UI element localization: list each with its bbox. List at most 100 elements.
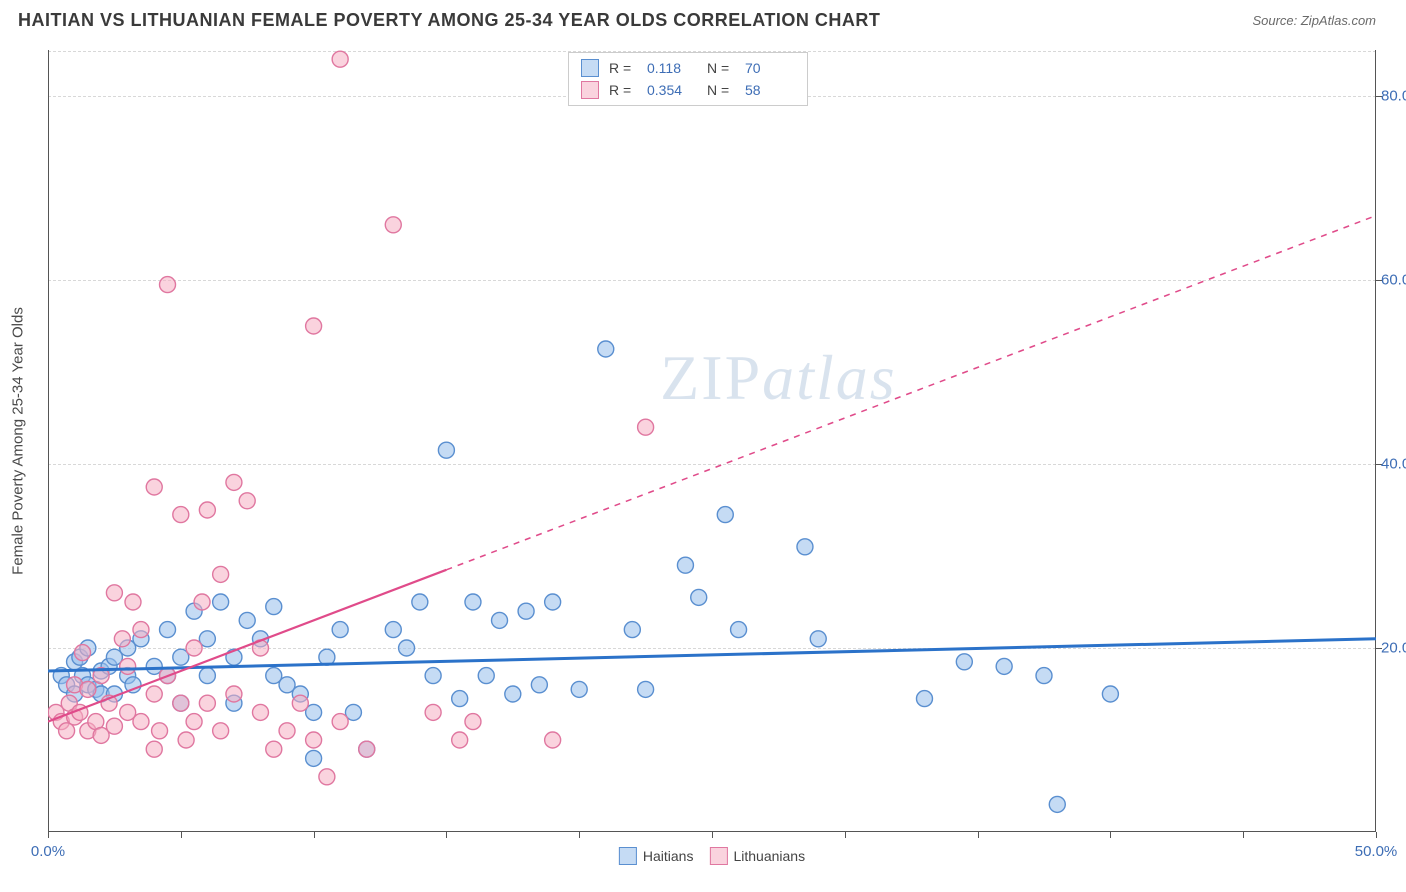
xtick: [1376, 832, 1377, 838]
data-point: [797, 539, 813, 555]
xtick: [978, 832, 979, 838]
data-point: [545, 732, 561, 748]
data-point: [332, 622, 348, 638]
legend-row-haitians: R = 0.118 N = 70: [581, 57, 795, 79]
legend-stats: R = 0.118 N = 70 R = 0.354 N = 58: [568, 52, 808, 106]
xtick: [314, 832, 315, 838]
xtick: [181, 832, 182, 838]
data-point: [319, 769, 335, 785]
data-point: [178, 732, 194, 748]
data-point: [252, 704, 268, 720]
data-point: [146, 741, 162, 757]
chart-source: Source: ZipAtlas.com: [1252, 13, 1376, 28]
r-value-lithuanians: 0.354: [647, 82, 697, 98]
data-point: [199, 502, 215, 518]
ytick-label: 80.0%: [1381, 88, 1406, 105]
data-point: [465, 714, 481, 730]
data-point: [518, 603, 534, 619]
swatch-lithuanians-b: [709, 847, 727, 865]
legend-series: Haitians Lithuanians: [619, 847, 805, 865]
data-point: [531, 677, 547, 693]
data-point: [146, 686, 162, 702]
ytick-label: 20.0%: [1381, 640, 1406, 657]
data-point: [80, 681, 96, 697]
r-label: R =: [609, 60, 637, 76]
data-point: [75, 645, 91, 661]
data-point: [1102, 686, 1118, 702]
data-point: [425, 704, 441, 720]
data-point: [152, 723, 168, 739]
data-point: [173, 507, 189, 523]
data-point: [412, 594, 428, 610]
xtick: [446, 832, 447, 838]
data-point: [956, 654, 972, 670]
data-point: [332, 714, 348, 730]
data-point: [492, 612, 508, 628]
data-point: [505, 686, 521, 702]
data-point: [266, 599, 282, 615]
legend-item-haitians: Haitians: [619, 847, 694, 865]
data-point: [598, 341, 614, 357]
data-point: [213, 566, 229, 582]
data-point: [452, 732, 468, 748]
data-point: [731, 622, 747, 638]
data-point: [106, 585, 122, 601]
n-label: N =: [707, 60, 735, 76]
r-label-2: R =: [609, 82, 637, 98]
data-point: [186, 640, 202, 656]
n-label-2: N =: [707, 82, 735, 98]
chart-header: HAITIAN VS LITHUANIAN FEMALE POVERTY AMO…: [0, 0, 1406, 36]
data-point: [465, 594, 481, 610]
swatch-lithuanians: [581, 81, 599, 99]
data-point: [114, 631, 130, 647]
trend-line-dashed: [446, 216, 1376, 570]
data-point: [810, 631, 826, 647]
data-point: [133, 622, 149, 638]
data-point: [996, 658, 1012, 674]
data-point: [385, 217, 401, 233]
data-point: [279, 723, 295, 739]
xtick: [1110, 832, 1111, 838]
xtick: [712, 832, 713, 838]
legend-label-haitians: Haitians: [643, 848, 694, 864]
data-point: [1049, 796, 1065, 812]
data-point: [213, 723, 229, 739]
xtick: [1243, 832, 1244, 838]
data-point: [638, 681, 654, 697]
legend-item-lithuanians: Lithuanians: [709, 847, 805, 865]
r-value-haitians: 0.118: [647, 60, 697, 76]
scatter-plot: ZIPatlas R = 0.118 N = 70 R = 0.354 N = …: [48, 50, 1376, 832]
data-point: [478, 668, 494, 684]
xtick: [579, 832, 580, 838]
data-point: [194, 594, 210, 610]
data-point: [292, 695, 308, 711]
trend-line: [48, 639, 1376, 671]
data-point: [638, 419, 654, 435]
data-point: [385, 622, 401, 638]
data-point: [1036, 668, 1052, 684]
data-point: [160, 277, 176, 293]
data-point: [624, 622, 640, 638]
data-point: [571, 681, 587, 697]
swatch-haitians-b: [619, 847, 637, 865]
scatter-svg: [48, 50, 1376, 832]
data-point: [438, 442, 454, 458]
data-point: [146, 479, 162, 495]
ytick-label: 60.0%: [1381, 272, 1406, 289]
data-point: [213, 594, 229, 610]
data-point: [125, 594, 141, 610]
data-point: [266, 741, 282, 757]
n-value-haitians: 70: [745, 60, 795, 76]
xtick: [48, 832, 49, 838]
data-point: [306, 750, 322, 766]
xtick: [845, 832, 846, 838]
ytick-label: 40.0%: [1381, 456, 1406, 473]
data-point: [306, 732, 322, 748]
swatch-haitians: [581, 59, 599, 77]
data-point: [916, 691, 932, 707]
data-point: [332, 51, 348, 67]
data-point: [717, 507, 733, 523]
data-point: [239, 612, 255, 628]
legend-row-lithuanians: R = 0.354 N = 58: [581, 79, 795, 101]
data-point: [677, 557, 693, 573]
